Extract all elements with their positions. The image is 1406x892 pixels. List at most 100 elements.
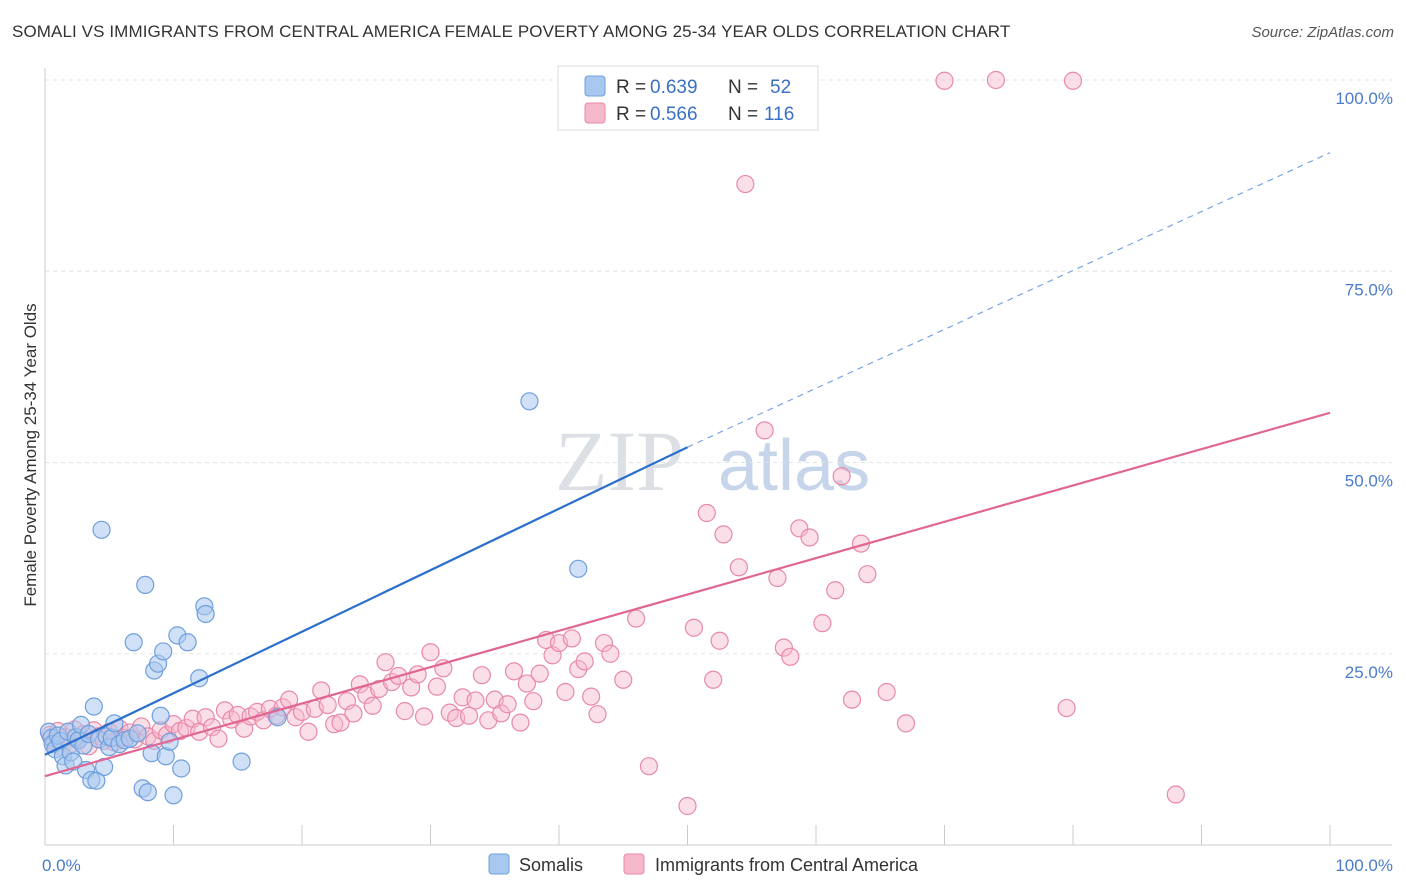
immigrants-point-31 [209, 729, 228, 748]
immigrants-point-94 [626, 609, 646, 628]
series-legend: Somalis Immigrants from Central America [488, 853, 919, 875]
immigrants-point-57 [376, 653, 395, 672]
immigrants-point-90 [588, 705, 607, 724]
immigrants-point-52 [344, 704, 363, 723]
y-tick-label-3: 100.0% [1335, 89, 1393, 108]
legend-n-value-1: 52 [770, 77, 791, 98]
y-tick-label-2: 75.0% [1345, 280, 1393, 299]
legend-r-value-1: 0.639 [650, 77, 698, 98]
y-tick-labels: 25.0% 50.0% 75.0% 100.0% [1335, 89, 1393, 682]
immigrants-point-29 [196, 708, 215, 727]
immigrants-point-45 [299, 722, 318, 741]
immigrants-point-65 [427, 677, 447, 696]
immigrants-point-101 [714, 525, 733, 544]
somalis-trendline-extension [687, 152, 1331, 448]
immigrants-point-119 [986, 70, 1006, 90]
legend-n-label-2: N = [728, 104, 758, 125]
somalis-point-52 [569, 559, 588, 578]
watermark-zip: ZIP [555, 413, 684, 509]
stats-legend: R = 0.639 N = 52 R = 0.566 N = 116 [557, 65, 819, 131]
immigrants-point-70 [459, 706, 479, 725]
immigrants-trendline [44, 411, 1331, 778]
immigrants-point-88 [575, 652, 594, 671]
immigrants-point-110 [813, 614, 832, 633]
axes [44, 68, 1392, 846]
immigrants-point-96 [678, 796, 697, 816]
immigrants-point-99 [704, 670, 723, 689]
somalis-point-39 [154, 642, 173, 661]
immigrants-point-72 [472, 666, 491, 685]
immigrants-point-108 [790, 519, 809, 538]
immigrants-point-122 [1166, 785, 1185, 804]
immigrants-point-113 [842, 690, 862, 709]
immigrants-point-104 [755, 421, 774, 440]
somalis-point-33 [136, 575, 155, 595]
immigrants-point-79 [517, 674, 536, 693]
y-tick-label-0: 25.0% [1345, 663, 1393, 682]
immigrants-point-91 [594, 633, 614, 653]
immigrants-point-63 [414, 707, 434, 726]
immigrants-point-86 [562, 629, 581, 648]
source-label: Source: ZipAtlas.com [1251, 24, 1394, 41]
immigrants-point-120 [1057, 698, 1076, 718]
immigrants-point-50 [331, 713, 350, 732]
somalis-point-51 [520, 392, 539, 411]
x-tick-label-1: 100.0% [1335, 856, 1393, 875]
immigrants-point-109 [800, 528, 819, 547]
somalis-point-34 [138, 783, 157, 802]
legend-n-label-1: N = [728, 77, 758, 98]
bottom-label-immigrants: Immigrants from Central America [655, 855, 919, 875]
somalis-point-38 [151, 706, 170, 725]
somalis-point-45 [178, 633, 197, 652]
immigrants-point-92 [601, 644, 620, 663]
immigrants-point-102 [729, 558, 749, 577]
immigrants-point-106 [774, 638, 793, 657]
y-tick-label-1: 50.0% [1345, 472, 1393, 491]
watermark: ZIP atlas [555, 413, 870, 509]
immigrants-point-60 [395, 702, 414, 721]
immigrants-point-75 [492, 704, 511, 723]
immigrants-point-121 [1063, 71, 1083, 90]
immigrants-point-80 [524, 692, 543, 711]
bottom-swatch-somalis [488, 853, 510, 875]
somalis-point-44 [172, 759, 191, 778]
bottom-label-somalis: Somalis [519, 855, 583, 875]
immigrants-point-95 [639, 757, 659, 776]
trendlines [44, 152, 1331, 778]
immigrants-point-78 [511, 713, 530, 732]
x-tick-label-0: 0.0% [42, 856, 81, 875]
somalis-point-50 [268, 708, 287, 727]
legend-r-value-2: 0.566 [650, 104, 698, 125]
immigrants-point-97 [684, 618, 704, 637]
immigrants-point-55 [363, 696, 382, 715]
immigrants-point-89 [582, 687, 601, 706]
immigrants-point-107 [781, 647, 800, 666]
watermark-atlas: atlas [718, 426, 870, 506]
immigrants-point-105 [768, 568, 787, 588]
x-tick-labels: 0.0% 100.0% [42, 856, 1393, 875]
legend-swatch-somalis [584, 75, 606, 97]
legend-r-label-1: R = [616, 77, 646, 98]
immigrants-point-116 [877, 682, 896, 702]
immigrants-point-98 [697, 503, 716, 523]
immigrants-point-71 [466, 691, 485, 710]
gridlines [45, 79, 1392, 655]
y-axis-label: Female Poverty Among 25-34 Year Olds [21, 303, 40, 606]
somalis-point-19 [87, 771, 106, 790]
immigrants-point-48 [318, 695, 337, 715]
immigrants-point-111 [826, 581, 845, 600]
immigrants-point-112 [832, 467, 851, 486]
immigrants-point-49 [325, 715, 344, 734]
immigrants-point-64 [421, 643, 440, 662]
somalis-point-49 [232, 752, 251, 771]
immigrants-point-81 [530, 664, 549, 683]
immigrants-point-76 [498, 695, 517, 714]
legend-swatch-immigrants [584, 102, 606, 124]
immigrants-point-77 [504, 662, 524, 681]
immigrants-point-115 [858, 565, 877, 584]
immigrants-point-117 [896, 714, 916, 733]
somalis-trendline [44, 446, 688, 756]
somalis-points [39, 392, 588, 805]
somalis-point-18 [84, 697, 103, 716]
